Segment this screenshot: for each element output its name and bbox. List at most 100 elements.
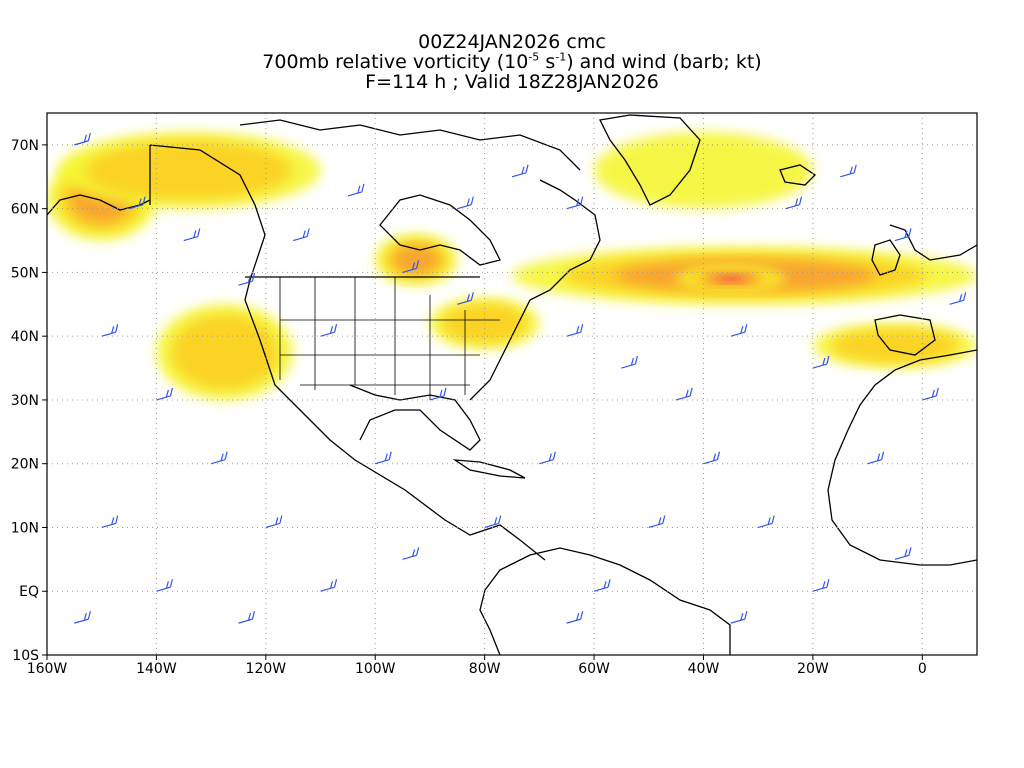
wind-barb xyxy=(238,610,256,624)
wind-barb xyxy=(566,196,584,210)
y-tick-label: 60N xyxy=(11,202,39,218)
wind-barb xyxy=(730,610,748,624)
wind-barb xyxy=(539,451,556,465)
hudson-bay xyxy=(379,194,501,266)
x-tick-label: 20W xyxy=(797,661,829,677)
north-america-coast xyxy=(149,144,546,561)
wind-barb xyxy=(320,579,338,592)
title-line-2-prefix: 700mb relative vorticity (10 xyxy=(262,51,529,73)
map-frame xyxy=(46,112,978,656)
y-tick-label: 40N xyxy=(11,329,39,345)
wind-barb xyxy=(758,515,775,529)
wind-barb xyxy=(812,355,830,369)
east-coast xyxy=(469,179,601,401)
vorticity-blob xyxy=(86,140,292,201)
vorticity-blob xyxy=(171,314,279,390)
title-exp-2: -1 xyxy=(555,50,567,64)
title-line-2-mid: s xyxy=(539,51,556,73)
canadian-arctic xyxy=(239,119,581,171)
wind-barb xyxy=(593,579,611,592)
wind-barb xyxy=(74,610,91,624)
latitude-ticks: 70N 60N 50N 40N 30N 20N 10N EQ 10S xyxy=(11,138,47,664)
south-america-west xyxy=(479,589,501,655)
wind-barb xyxy=(183,228,201,242)
y-tick-label: 20N xyxy=(11,457,39,473)
title-line-1: 00Z24JAN2026 cmc xyxy=(418,31,606,53)
title-line-2: 700mb relative vorticity (10-5 s-1) and … xyxy=(0,52,1024,72)
wind-barb xyxy=(730,324,748,337)
wind-barb xyxy=(238,273,256,286)
vorticity-blob xyxy=(724,277,738,281)
wind-barb xyxy=(785,196,803,210)
greenland xyxy=(599,114,701,206)
wind-barb xyxy=(949,292,967,305)
wind-barbs xyxy=(74,132,967,624)
wind-barb xyxy=(511,164,529,178)
x-tick-label: 80W xyxy=(469,661,501,677)
title-exp-1: -5 xyxy=(528,50,540,64)
wind-barb xyxy=(101,515,119,529)
wind-barb xyxy=(621,355,638,369)
title-line-2-suffix: ) and wind (barb; kt) xyxy=(566,51,762,73)
wind-barb xyxy=(156,387,173,401)
wind-barb xyxy=(156,579,173,592)
wind-barb xyxy=(812,579,830,592)
wind-barb xyxy=(457,196,474,210)
wind-barb xyxy=(265,515,283,529)
wind-barb xyxy=(320,324,338,337)
wind-barb xyxy=(894,547,912,560)
y-tick-label: 10S xyxy=(12,648,39,664)
y-tick-label: 70N xyxy=(11,138,39,154)
cuba xyxy=(452,459,526,479)
wind-barb xyxy=(375,451,392,465)
wind-barb xyxy=(429,387,447,401)
wind-barb xyxy=(566,610,584,624)
x-tick-label: 160W xyxy=(27,661,68,677)
wind-barb xyxy=(703,451,721,465)
iceland xyxy=(779,164,817,186)
wind-barb xyxy=(484,515,502,529)
x-tick-label: 0 xyxy=(918,661,927,677)
y-tick-label: 30N xyxy=(11,393,39,409)
wind-barb xyxy=(293,228,310,242)
state-borders xyxy=(279,277,500,400)
y-tick-label: EQ xyxy=(19,584,39,600)
wind-barb xyxy=(457,292,474,305)
vorticity-blob xyxy=(393,245,440,274)
wind-barb xyxy=(74,132,91,146)
south-america xyxy=(484,547,731,655)
wind-barb xyxy=(210,451,228,465)
wind-barb xyxy=(402,260,420,273)
wind-barb xyxy=(128,196,146,210)
british-isles xyxy=(871,239,901,276)
iberia xyxy=(874,314,936,356)
x-tick-label: 60W xyxy=(578,661,610,677)
wind-barb xyxy=(922,387,939,401)
gulf-coast xyxy=(349,384,481,451)
wind-barb xyxy=(840,164,857,178)
africa xyxy=(827,349,977,566)
wind-barb xyxy=(402,547,420,560)
vorticity-blob xyxy=(830,328,959,364)
chart-title: 00Z24JAN2026 cmc 700mb relative vorticit… xyxy=(0,32,1024,92)
wind-barb xyxy=(675,387,693,401)
lat-lon-grid xyxy=(47,113,977,655)
title-line-3: F=114 h ; Valid 18Z28JAN2026 xyxy=(365,71,659,93)
y-tick-label: 50N xyxy=(11,265,39,281)
y-tick-label: 10N xyxy=(11,520,39,536)
europe xyxy=(889,224,977,261)
x-tick-label: 120W xyxy=(246,661,287,677)
x-tick-label: 100W xyxy=(355,661,396,677)
wind-barb xyxy=(566,324,584,337)
wind-barb xyxy=(867,451,885,465)
vorticity-blob xyxy=(594,132,813,209)
wind-barb xyxy=(894,228,912,242)
coastlines xyxy=(47,114,977,655)
wind-barb xyxy=(347,183,365,197)
vorticity-field xyxy=(47,132,977,400)
wind-barb xyxy=(101,324,119,337)
x-tick-label: 40W xyxy=(688,661,720,677)
wind-barb xyxy=(648,515,666,529)
longitude-ticks: 160W 140W 120W 100W 80W 60W 40W 20W 0 xyxy=(27,655,927,677)
